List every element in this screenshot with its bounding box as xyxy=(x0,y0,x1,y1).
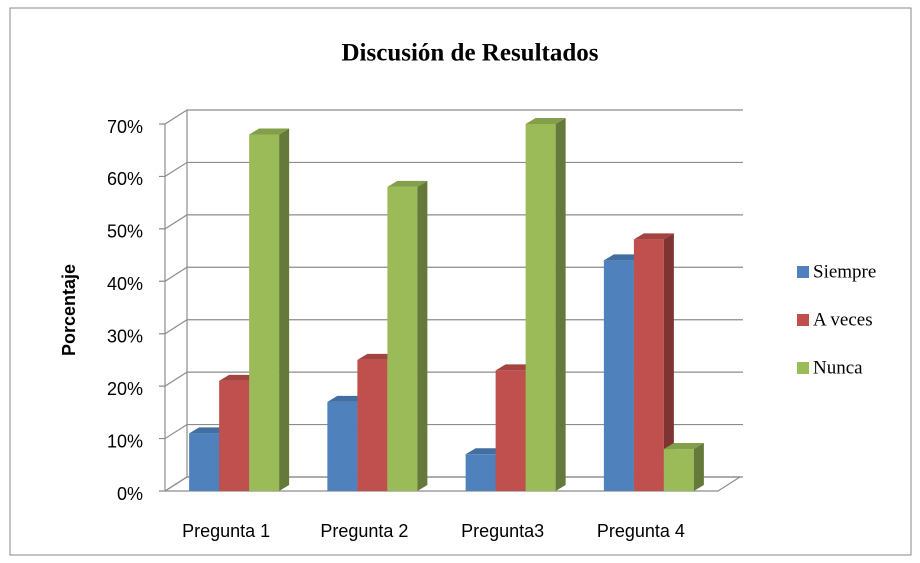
y-tick-label: 30% xyxy=(107,326,143,346)
bar-front xyxy=(603,260,634,491)
y-tick-label: 0% xyxy=(117,484,143,504)
x-tick-label: Pregunta 4 xyxy=(597,521,685,541)
legend-label: A veces xyxy=(813,309,873,330)
bar-side xyxy=(417,180,428,491)
bar-side xyxy=(663,233,674,492)
bar-front xyxy=(249,134,280,491)
bar xyxy=(249,128,290,491)
x-tick-label: Pregunta 1 xyxy=(182,521,270,541)
bar xyxy=(387,180,428,491)
grid-line xyxy=(159,423,743,440)
grid-line xyxy=(159,109,743,125)
bar-front xyxy=(663,449,694,491)
legend-swatch xyxy=(797,362,809,374)
bar-top xyxy=(663,443,704,450)
y-tick-label: 60% xyxy=(107,169,143,189)
bar xyxy=(663,443,704,491)
bar-front xyxy=(633,239,664,491)
bar-front xyxy=(465,454,496,491)
bar-front xyxy=(387,186,418,491)
bar-side xyxy=(693,443,704,491)
legend-swatch xyxy=(797,266,809,278)
legend-swatch xyxy=(797,314,809,326)
bar-top xyxy=(633,233,674,240)
bar-top xyxy=(525,118,566,124)
bar-front xyxy=(189,433,220,491)
grid-line xyxy=(159,476,743,492)
bar-top xyxy=(387,180,428,187)
bar-front xyxy=(525,124,556,491)
legend-label: Siempre xyxy=(813,261,876,282)
x-tick-label: Pregunta3 xyxy=(461,521,544,541)
bar xyxy=(633,233,674,492)
y-tick-label: 20% xyxy=(107,379,143,399)
bar xyxy=(525,118,566,491)
grid-line xyxy=(159,161,743,178)
y-tick-label: 70% xyxy=(107,117,143,137)
y-tick-label: 50% xyxy=(107,222,143,242)
grid-line xyxy=(159,266,743,282)
y-tick-label: 10% xyxy=(107,431,143,451)
chart-title: Discusión de Resultados xyxy=(342,40,599,67)
y-tick-label: 40% xyxy=(107,274,143,294)
grid-line xyxy=(159,371,743,387)
y-axis-label: Porcentaje xyxy=(59,264,79,356)
chart-frame xyxy=(9,7,912,556)
bar-side xyxy=(279,128,290,491)
bar-front xyxy=(327,401,358,491)
x-tick-label: Pregunta 2 xyxy=(320,521,408,541)
grid-line xyxy=(159,319,743,335)
bar-front xyxy=(219,380,250,491)
bar-front xyxy=(357,359,388,491)
grid-line xyxy=(159,214,743,230)
bar-front xyxy=(495,370,526,491)
bar-side xyxy=(555,118,566,491)
bar-top xyxy=(249,128,290,135)
legend-label: Nunca xyxy=(813,357,863,378)
